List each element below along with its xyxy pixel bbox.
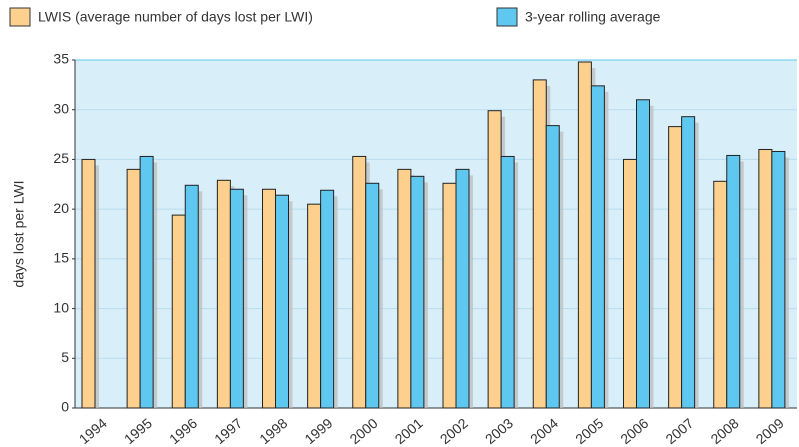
bar xyxy=(455,168,470,409)
bar xyxy=(275,194,289,409)
x-tick-label: 2004 xyxy=(527,415,561,447)
x-tick-label: 1998 xyxy=(256,415,290,447)
y-tick-label: 30 xyxy=(53,100,69,116)
bar xyxy=(726,154,741,409)
y-tick-label: 0 xyxy=(61,399,69,415)
y-tick-label: 10 xyxy=(53,299,69,315)
x-tick-label: 2008 xyxy=(707,415,741,447)
legend-swatch xyxy=(9,7,31,27)
bar xyxy=(352,155,367,409)
y-tick-label: 20 xyxy=(53,200,69,216)
bar xyxy=(184,184,199,409)
bar xyxy=(307,203,322,409)
bar xyxy=(81,158,96,409)
bar xyxy=(623,158,637,409)
bar xyxy=(500,155,515,409)
bar xyxy=(320,189,335,409)
y-tick-label: 5 xyxy=(61,349,69,365)
bar xyxy=(139,155,154,409)
bar xyxy=(410,175,425,409)
bar xyxy=(487,110,502,409)
bar xyxy=(532,79,547,409)
bar xyxy=(397,168,412,409)
x-tick-label: 2007 xyxy=(662,415,696,447)
y-tick-label: 35 xyxy=(53,51,69,67)
x-tick-label: 1997 xyxy=(211,415,245,447)
y-axis-label: days lost per LWI xyxy=(11,180,27,287)
x-tick-label: 2003 xyxy=(482,415,516,447)
x-tick-label: 2009 xyxy=(753,415,787,447)
bar xyxy=(545,125,560,409)
bar xyxy=(126,168,141,409)
bar xyxy=(590,85,605,409)
x-tick-label: 2002 xyxy=(437,415,471,447)
bar xyxy=(713,180,728,409)
bar xyxy=(771,150,786,409)
bar xyxy=(681,116,696,409)
bar xyxy=(442,182,457,409)
bar xyxy=(636,99,650,409)
x-tick-label: 2000 xyxy=(346,415,380,447)
x-tick-label: 2001 xyxy=(392,415,426,447)
y-tick-label: 25 xyxy=(53,150,69,166)
bar xyxy=(171,214,186,409)
x-tick-label: 2006 xyxy=(617,415,651,447)
legend-swatch xyxy=(496,7,518,27)
bar xyxy=(758,148,773,409)
x-tick-label: 1996 xyxy=(166,415,200,447)
x-tick-label: 1994 xyxy=(76,415,110,447)
bar xyxy=(229,188,244,409)
x-tick-label: 2005 xyxy=(572,415,606,447)
bar xyxy=(577,61,592,409)
x-tick-label: 1999 xyxy=(301,415,335,447)
legend-label: LWIS (average number of days lost per LW… xyxy=(38,9,313,25)
legend-label: 3-year rolling average xyxy=(525,9,661,25)
bar xyxy=(262,188,276,409)
bar xyxy=(216,179,231,409)
bar xyxy=(365,182,380,409)
bar xyxy=(668,126,683,409)
x-tick-label: 1995 xyxy=(121,415,155,447)
y-tick-label: 15 xyxy=(53,250,69,266)
